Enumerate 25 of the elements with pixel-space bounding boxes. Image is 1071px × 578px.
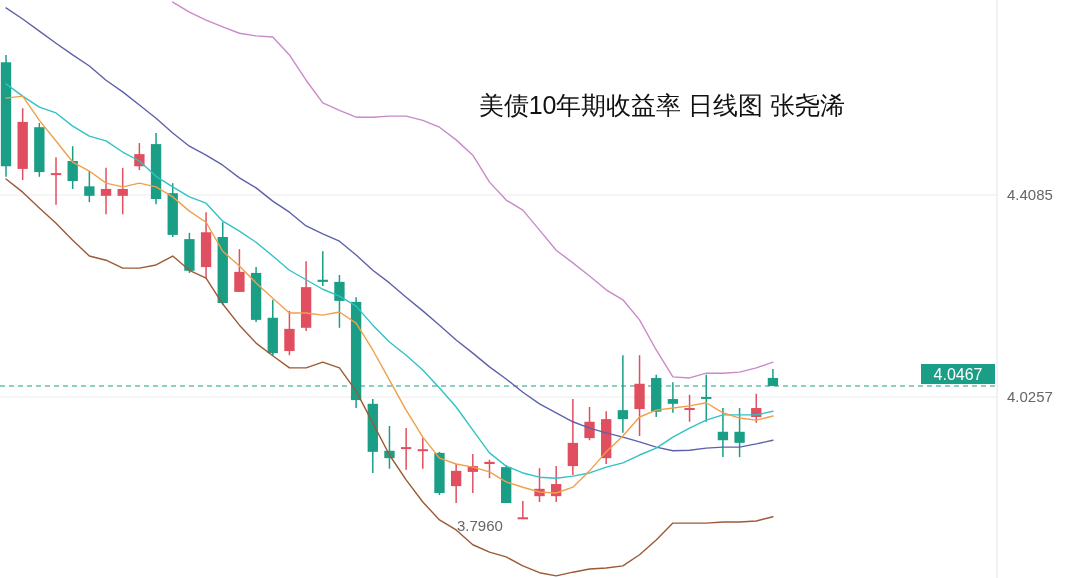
candlestick xyxy=(450,463,462,504)
candlestick xyxy=(334,274,345,329)
candlestick xyxy=(734,407,745,458)
candlestick xyxy=(484,459,495,479)
y-tick-label: 4.0257 xyxy=(1007,388,1053,406)
candlestick xyxy=(567,398,579,476)
candlestick xyxy=(84,170,95,203)
candlestick xyxy=(117,167,128,216)
candlestick xyxy=(317,250,328,287)
candlestick xyxy=(584,406,595,441)
candlestick xyxy=(400,427,412,471)
candlestick xyxy=(684,394,695,423)
candlestick xyxy=(100,167,112,216)
annotation: 3.7960 xyxy=(456,517,503,535)
ref-line-label: 4.0467 xyxy=(933,366,983,384)
y-tick-label: 4.4085 xyxy=(1007,186,1053,204)
candlestick xyxy=(50,156,62,206)
line-series xyxy=(5,178,774,577)
candlestick xyxy=(517,500,529,520)
candlestick xyxy=(417,437,428,470)
text: 美债10年期收益率 日线图 张尧浠 xyxy=(478,91,846,119)
candlestick xyxy=(284,310,295,356)
candlestick xyxy=(234,248,245,293)
candlestick xyxy=(717,407,729,458)
candlestick xyxy=(67,145,78,190)
